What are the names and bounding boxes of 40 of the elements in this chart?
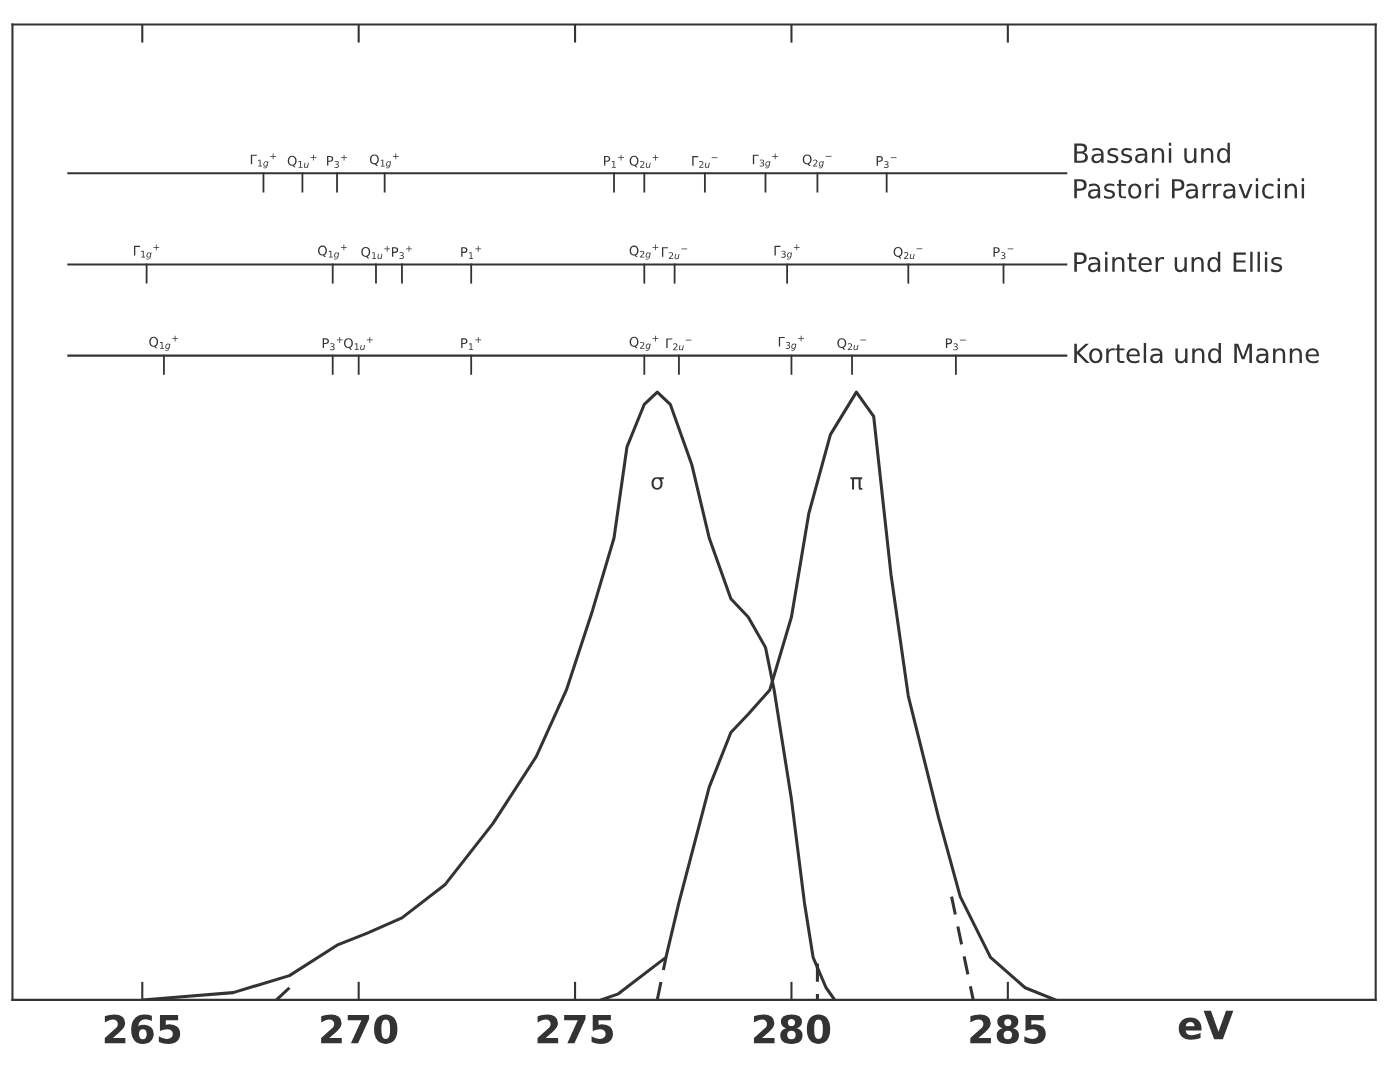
annotation: Q$_{2u}$$^{−}$ <box>893 246 923 260</box>
annotation: Γ$_{1g}$$^{+}$ <box>133 244 160 260</box>
x-tick-label: 275 <box>537 1014 613 1044</box>
annotation: P$_{1}$$^{+}$ <box>604 154 624 168</box>
annotation: Q$_{1u}$$^{+}$ <box>361 245 391 260</box>
series-label: π <box>850 477 863 490</box>
x-tick-label: 280 <box>753 1014 831 1044</box>
x-tick-label: 265 <box>104 1014 181 1044</box>
x-tick-label: 270 <box>321 1014 398 1044</box>
annotation: Q$_{2g}$$^{−}$ <box>802 154 832 169</box>
annotation: P$_{3}$$^{−}$ <box>993 247 1014 260</box>
ref-line-label: Painter und Ellis <box>1074 251 1283 273</box>
annotation: Q$_{2u}$$^{+}$ <box>629 154 659 168</box>
annotation: P$_{3}$$^{−}$ <box>945 338 966 351</box>
annotation: Q$_{1u}$$^{+}$ <box>343 337 373 351</box>
ref-line-label: Bassani und Pastori Parravicini <box>1074 142 1305 199</box>
annotation: Q$_{1g}$$^{+}$ <box>318 244 347 260</box>
annotation: P$_{3}$$^{+}$ <box>327 154 347 168</box>
annotation: Q$_{2u}$$^{−}$ <box>837 338 867 351</box>
annotation: Q$_{1u}$$^{+}$ <box>287 154 317 168</box>
annotation: Γ$_{2u}$$^{−}$ <box>692 156 718 168</box>
annotation: Q$_{1g}$$^{+}$ <box>149 335 178 351</box>
ref-line-label: Kortela und Manne <box>1074 342 1319 364</box>
annotation: P$_{1}$$^{+}$ <box>461 245 482 259</box>
x-axis-title: eV <box>1178 1010 1234 1040</box>
annotation: Γ$_{1g}$$^{+}$ <box>250 153 277 169</box>
annotation: Q$_{2g}$$^{+}$ <box>629 335 659 351</box>
annotation: Q$_{1g}$$^{+}$ <box>369 153 399 169</box>
annotation: Γ$_{3g}$$^{+}$ <box>778 335 804 351</box>
annotation: Γ$_{2u}$$^{−}$ <box>666 338 692 351</box>
annotation: Q$_{2g}$$^{+}$ <box>629 244 659 260</box>
annotation: Γ$_{3g}$$^{+}$ <box>752 153 779 169</box>
annotation: Γ$_{3g}$$^{+}$ <box>774 244 800 260</box>
x-tick-label: 285 <box>970 1014 1046 1044</box>
annotation: P$_{3}$$^{+}$ <box>391 245 412 260</box>
annotation: P$_{1}$$^{+}$ <box>461 337 482 351</box>
annotation: P$_{3}$$^{+}$ <box>322 337 343 351</box>
annotation: P$_{3}$$^{−}$ <box>876 156 897 168</box>
annotation: Γ$_{2u}$$^{−}$ <box>661 247 688 260</box>
series-label: σ <box>651 477 664 490</box>
